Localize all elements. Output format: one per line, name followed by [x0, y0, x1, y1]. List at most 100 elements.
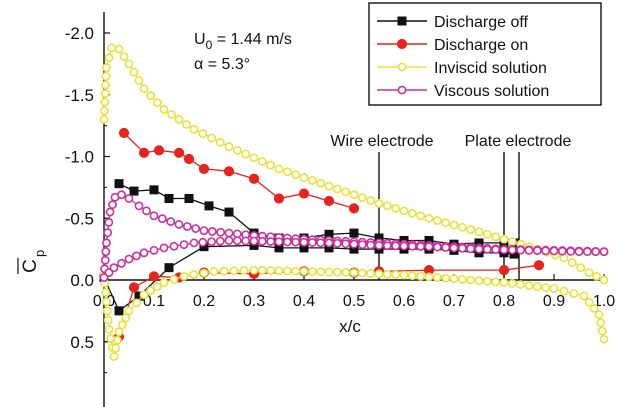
x-axis-label: x/c	[339, 317, 361, 336]
data-point	[574, 247, 584, 256]
data-point	[109, 263, 119, 273]
data-point	[114, 44, 124, 54]
data-point	[349, 268, 359, 277]
data-point	[399, 206, 409, 216]
data-point	[146, 286, 156, 296]
plot-area: -2.0-1.5-1.0-0.50.00.50.00.10.20.30.40.5…	[17, 12, 615, 407]
data-point	[432, 273, 442, 282]
data-point	[299, 237, 309, 247]
y-axis-label-subscript: p	[32, 250, 47, 257]
data-point	[112, 335, 122, 345]
data-point	[111, 343, 121, 353]
data-point	[299, 266, 309, 276]
data-point	[516, 245, 526, 255]
data-point	[474, 238, 484, 248]
data-point	[179, 271, 189, 281]
y-tick-label: -2.0	[65, 24, 94, 43]
data-point	[224, 236, 234, 245]
data-point	[274, 266, 284, 276]
data-point	[466, 244, 476, 254]
data-point	[589, 304, 599, 313]
data-point	[282, 167, 292, 177]
data-point	[239, 266, 249, 275]
legend-label: Discharge on	[434, 37, 528, 54]
data-point	[114, 327, 124, 337]
data-point	[432, 242, 442, 252]
data-point	[139, 248, 149, 258]
data-point	[274, 243, 284, 253]
data-point	[124, 254, 134, 264]
data-point	[132, 251, 141, 261]
series-viscous-solution	[99, 190, 609, 282]
data-point	[198, 237, 208, 247]
data-point	[491, 245, 501, 254]
data-point	[229, 266, 239, 276]
data-point	[416, 271, 426, 281]
data-point	[457, 243, 467, 253]
y-tick-label: 0.0	[70, 271, 94, 290]
data-point	[391, 203, 401, 213]
x-tick-label: 0.3	[243, 293, 265, 310]
data-point	[341, 187, 351, 197]
data-point	[307, 175, 317, 185]
condition-velocity-subscript: 0	[206, 38, 213, 52]
data-point	[466, 225, 476, 234]
data-point	[549, 246, 559, 256]
data-point	[532, 246, 542, 255]
data-point	[99, 115, 109, 124]
data-point	[189, 124, 199, 134]
data-point	[215, 137, 225, 147]
data-point	[582, 247, 592, 256]
data-point	[307, 267, 317, 276]
data-point	[138, 147, 150, 158]
data-point	[596, 318, 606, 328]
data-point	[152, 98, 162, 107]
data-point	[134, 201, 144, 211]
data-point	[167, 110, 176, 119]
data-point	[597, 326, 607, 336]
data-point	[266, 160, 276, 170]
series-line-discharge-on-upper	[123, 132, 355, 210]
data-point	[103, 315, 113, 325]
data-point	[524, 281, 534, 290]
data-point	[507, 279, 517, 288]
plate-electrode-label: Plate electrode	[465, 133, 572, 150]
data-point	[129, 67, 139, 77]
legend-label: Inviscid solution	[434, 60, 547, 77]
data-point	[382, 269, 392, 279]
data-point	[576, 263, 586, 273]
data-point	[209, 266, 219, 276]
legend-marker	[397, 16, 407, 26]
data-point	[117, 320, 127, 330]
y-axis-label-group: Cp	[17, 250, 47, 274]
data-point	[132, 298, 141, 308]
data-point	[474, 244, 484, 254]
data-point	[101, 71, 111, 81]
data-point	[124, 306, 134, 316]
data-point	[104, 268, 114, 277]
data-point	[307, 238, 317, 247]
data-point	[324, 238, 334, 248]
data-point	[157, 214, 167, 224]
data-point	[102, 63, 111, 72]
data-point	[124, 59, 134, 69]
condition-velocity-value: = 1.44 m/s	[212, 31, 292, 48]
y-tick-label: -0.5	[65, 209, 94, 228]
data-point	[499, 278, 509, 287]
data-point	[341, 267, 351, 277]
legend-item: Viscous solution	[377, 83, 549, 100]
data-point	[107, 43, 116, 53]
data-point	[174, 115, 184, 124]
data-point	[166, 217, 176, 226]
data-point	[148, 271, 160, 282]
x-tick-label: 0.5	[343, 293, 365, 310]
data-point	[584, 297, 594, 307]
data-point	[108, 200, 117, 210]
data-point	[117, 190, 126, 200]
legend-item: Discharge off	[377, 14, 529, 31]
legend-label: Viscous solution	[434, 83, 549, 100]
data-point	[149, 245, 159, 255]
data-point	[516, 280, 526, 289]
data-point	[474, 227, 484, 237]
